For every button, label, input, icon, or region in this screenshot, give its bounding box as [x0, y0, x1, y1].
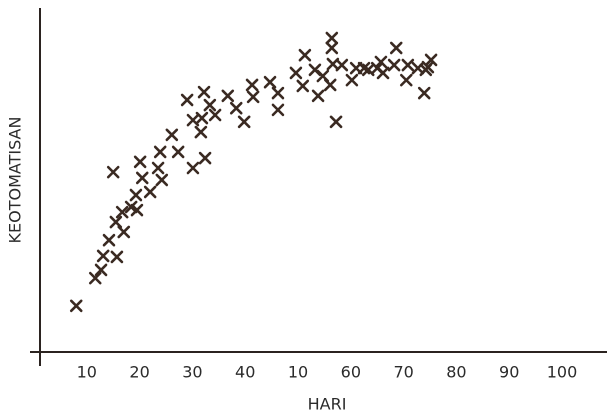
point — [325, 41, 339, 55]
point — [389, 41, 403, 55]
x-tick-label: 10 — [77, 363, 97, 382]
point — [208, 108, 222, 122]
point — [133, 155, 147, 169]
point — [311, 89, 325, 103]
point — [237, 115, 251, 129]
point — [195, 111, 209, 125]
point — [130, 203, 144, 217]
x-tick-label: 60 — [341, 363, 361, 382]
point — [345, 73, 359, 87]
point — [88, 271, 102, 285]
point — [153, 145, 167, 159]
point — [165, 128, 179, 142]
x-tick-label: 80 — [446, 363, 466, 382]
point — [198, 151, 212, 165]
y-axis-label: KEOTOMATISAN — [6, 117, 25, 244]
point — [424, 53, 438, 67]
x-tick-label: 70 — [393, 363, 413, 382]
point — [374, 55, 388, 69]
x-axis-label: HARI — [308, 395, 347, 414]
point — [197, 85, 211, 99]
point — [387, 58, 401, 72]
point — [399, 73, 413, 87]
point — [296, 79, 310, 93]
point — [401, 58, 415, 72]
point — [376, 66, 390, 80]
point — [271, 103, 285, 117]
point — [289, 66, 303, 80]
point — [94, 263, 108, 277]
point — [143, 185, 157, 199]
point — [69, 299, 83, 313]
point — [194, 125, 208, 139]
point — [171, 145, 185, 159]
point — [180, 93, 194, 107]
point — [245, 78, 259, 92]
point — [102, 233, 116, 247]
point — [155, 173, 169, 187]
point — [421, 60, 435, 74]
point — [96, 249, 110, 263]
x-tick-label: 10 — [288, 363, 308, 382]
point — [109, 215, 123, 229]
point — [323, 78, 337, 92]
point — [106, 165, 120, 179]
x-tick-label: 100 — [547, 363, 578, 382]
point — [417, 86, 431, 100]
point — [325, 31, 339, 45]
x-tick-label: 90 — [499, 363, 519, 382]
x-tick-label: 30 — [182, 363, 202, 382]
point — [115, 205, 129, 219]
point — [271, 86, 285, 100]
point — [203, 98, 217, 112]
point — [135, 171, 149, 185]
point — [298, 48, 312, 62]
x-tick-label: 20 — [129, 363, 149, 382]
point — [117, 225, 131, 239]
x-tick-label: 40 — [235, 363, 255, 382]
point — [229, 101, 243, 115]
point — [221, 89, 235, 103]
point — [186, 161, 200, 175]
point — [129, 188, 143, 202]
point — [151, 161, 165, 175]
point — [263, 75, 277, 89]
point — [110, 250, 124, 264]
point — [124, 200, 138, 214]
point — [246, 90, 260, 104]
point — [335, 58, 349, 72]
point — [329, 115, 343, 129]
